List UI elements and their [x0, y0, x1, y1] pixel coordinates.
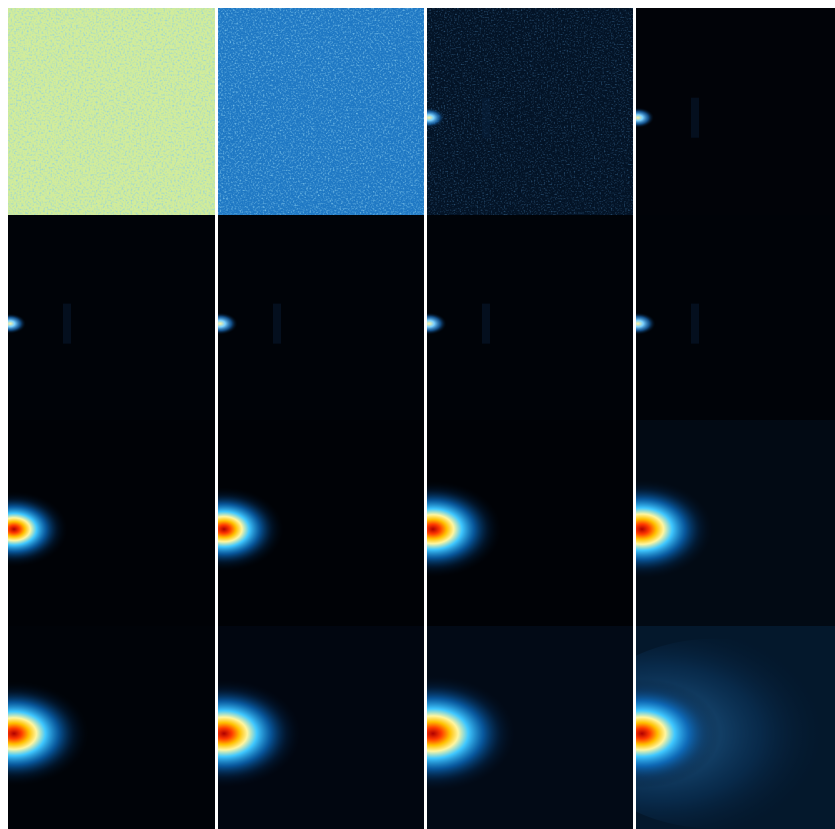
- blob: [8, 491, 68, 567]
- blob: [636, 679, 720, 789]
- faint-streak: [691, 303, 699, 344]
- panel: [427, 626, 633, 829]
- halo: [636, 638, 835, 829]
- panel-noise: [8, 8, 215, 215]
- panel: [218, 8, 424, 215]
- panel: [218, 215, 424, 420]
- panel: [427, 420, 633, 626]
- panel: [8, 8, 215, 215]
- blob: [218, 679, 302, 789]
- blob: [218, 312, 238, 335]
- faint-streak: [273, 303, 281, 344]
- panel-background: [636, 8, 835, 215]
- blob: [8, 313, 26, 334]
- panel-noise: [427, 8, 633, 215]
- panel: [427, 215, 633, 420]
- separator: [215, 0, 218, 829]
- panel: [636, 8, 835, 215]
- faint-streak: [63, 303, 71, 344]
- panel: [636, 215, 835, 420]
- blob: [636, 107, 654, 128]
- blob: [427, 312, 447, 335]
- panel: [218, 626, 424, 829]
- panel-background: [218, 215, 424, 420]
- blob: [636, 312, 656, 335]
- blob: [427, 107, 445, 128]
- panel-noise: [218, 8, 424, 215]
- panel-background: [8, 215, 215, 420]
- separator: [424, 0, 427, 829]
- panel: [218, 420, 424, 626]
- blob: [8, 681, 89, 787]
- panel-background: [427, 215, 633, 420]
- faint-streak: [482, 303, 490, 344]
- blob: [427, 480, 502, 578]
- panel: [8, 626, 215, 829]
- faint-streak: [691, 97, 699, 138]
- panel: [427, 8, 633, 215]
- panel-background: [636, 215, 835, 420]
- blob: [218, 487, 284, 572]
- separator: [633, 0, 636, 829]
- panel: [636, 626, 835, 829]
- panel: [8, 215, 215, 420]
- blob: [636, 478, 714, 580]
- panel: [8, 420, 215, 626]
- faint-streak: [482, 97, 490, 138]
- panel: [636, 420, 835, 626]
- blob: [427, 674, 517, 793]
